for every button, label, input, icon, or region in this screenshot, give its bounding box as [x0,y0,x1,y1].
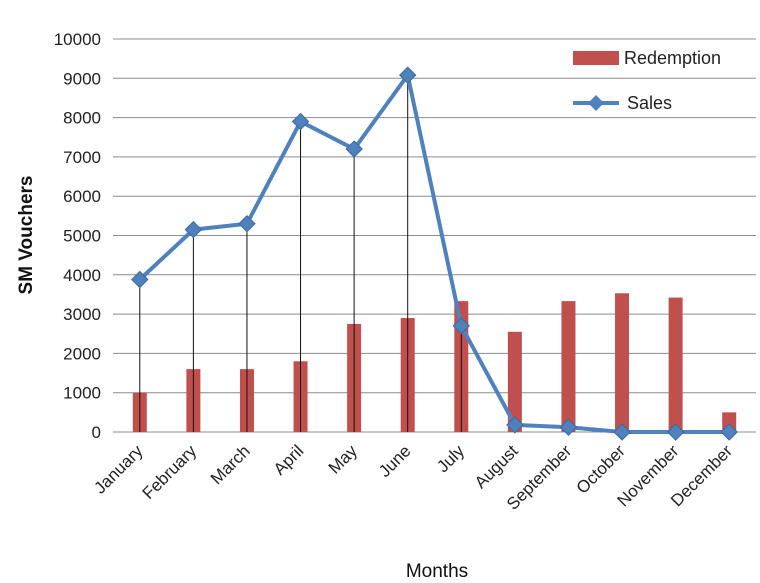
y-tick-label: 4000 [63,266,101,285]
point-sales-august [506,416,524,434]
point-sales-january [131,270,149,289]
x-tick-label-february: February [139,441,201,503]
sales-line [131,66,738,441]
sales-line-path [138,73,730,434]
y-axis-label: SM Vouchers [16,176,37,295]
x-tick-label-june: June [375,441,415,481]
x-tick-label-april: April [270,441,307,478]
point-sales-september [559,418,578,436]
point-sales-june [399,66,417,84]
y-tick-label: 6000 [63,187,101,206]
bar-redemption-november [668,297,683,432]
legend-marker-sales [588,95,604,111]
point-sales-april [291,112,310,131]
legend-label-redemption: Redemption [624,48,721,68]
point-sales-february [184,220,203,239]
y-tick-label: 8000 [63,109,101,128]
y-tick-label: 10000 [54,30,101,49]
bar-redemption-september [561,301,576,432]
y-tick-label: 3000 [63,305,101,324]
x-tick-label-august: August [471,441,522,492]
point-sales-march [238,215,256,233]
bar-redemption-october [615,293,630,432]
point-sales-november [666,423,685,441]
legend-label-sales: Sales [627,93,672,113]
y-tick-label: 7000 [63,148,101,167]
x-tick-label-july: July [433,441,468,476]
y-tick-label: 2000 [63,344,101,363]
gridlines [113,38,756,433]
point-sales-october [613,423,631,441]
bar-redemption-august [507,331,522,432]
x-tick-label-may: May [325,441,361,477]
point-sales-december [720,423,738,441]
y-tick-label: 0 [92,423,101,442]
x-axis-label: Months [406,561,468,582]
drop-lines [139,75,569,432]
y-tick-label: 5000 [63,227,101,246]
point-sales-may [345,140,363,158]
x-tick-label-march: March [207,441,254,488]
y-tick-label: 1000 [63,384,101,403]
y-axis-ticks: 0 1000 2000 3000 4000 5000 6000 7000 8000 9000 100… [54,30,101,442]
y-tick-label: 9000 [63,69,101,88]
legend-swatch-redemption [573,51,619,65]
point-sales-july [452,317,470,335]
legend: Redemption Sales [573,48,721,113]
